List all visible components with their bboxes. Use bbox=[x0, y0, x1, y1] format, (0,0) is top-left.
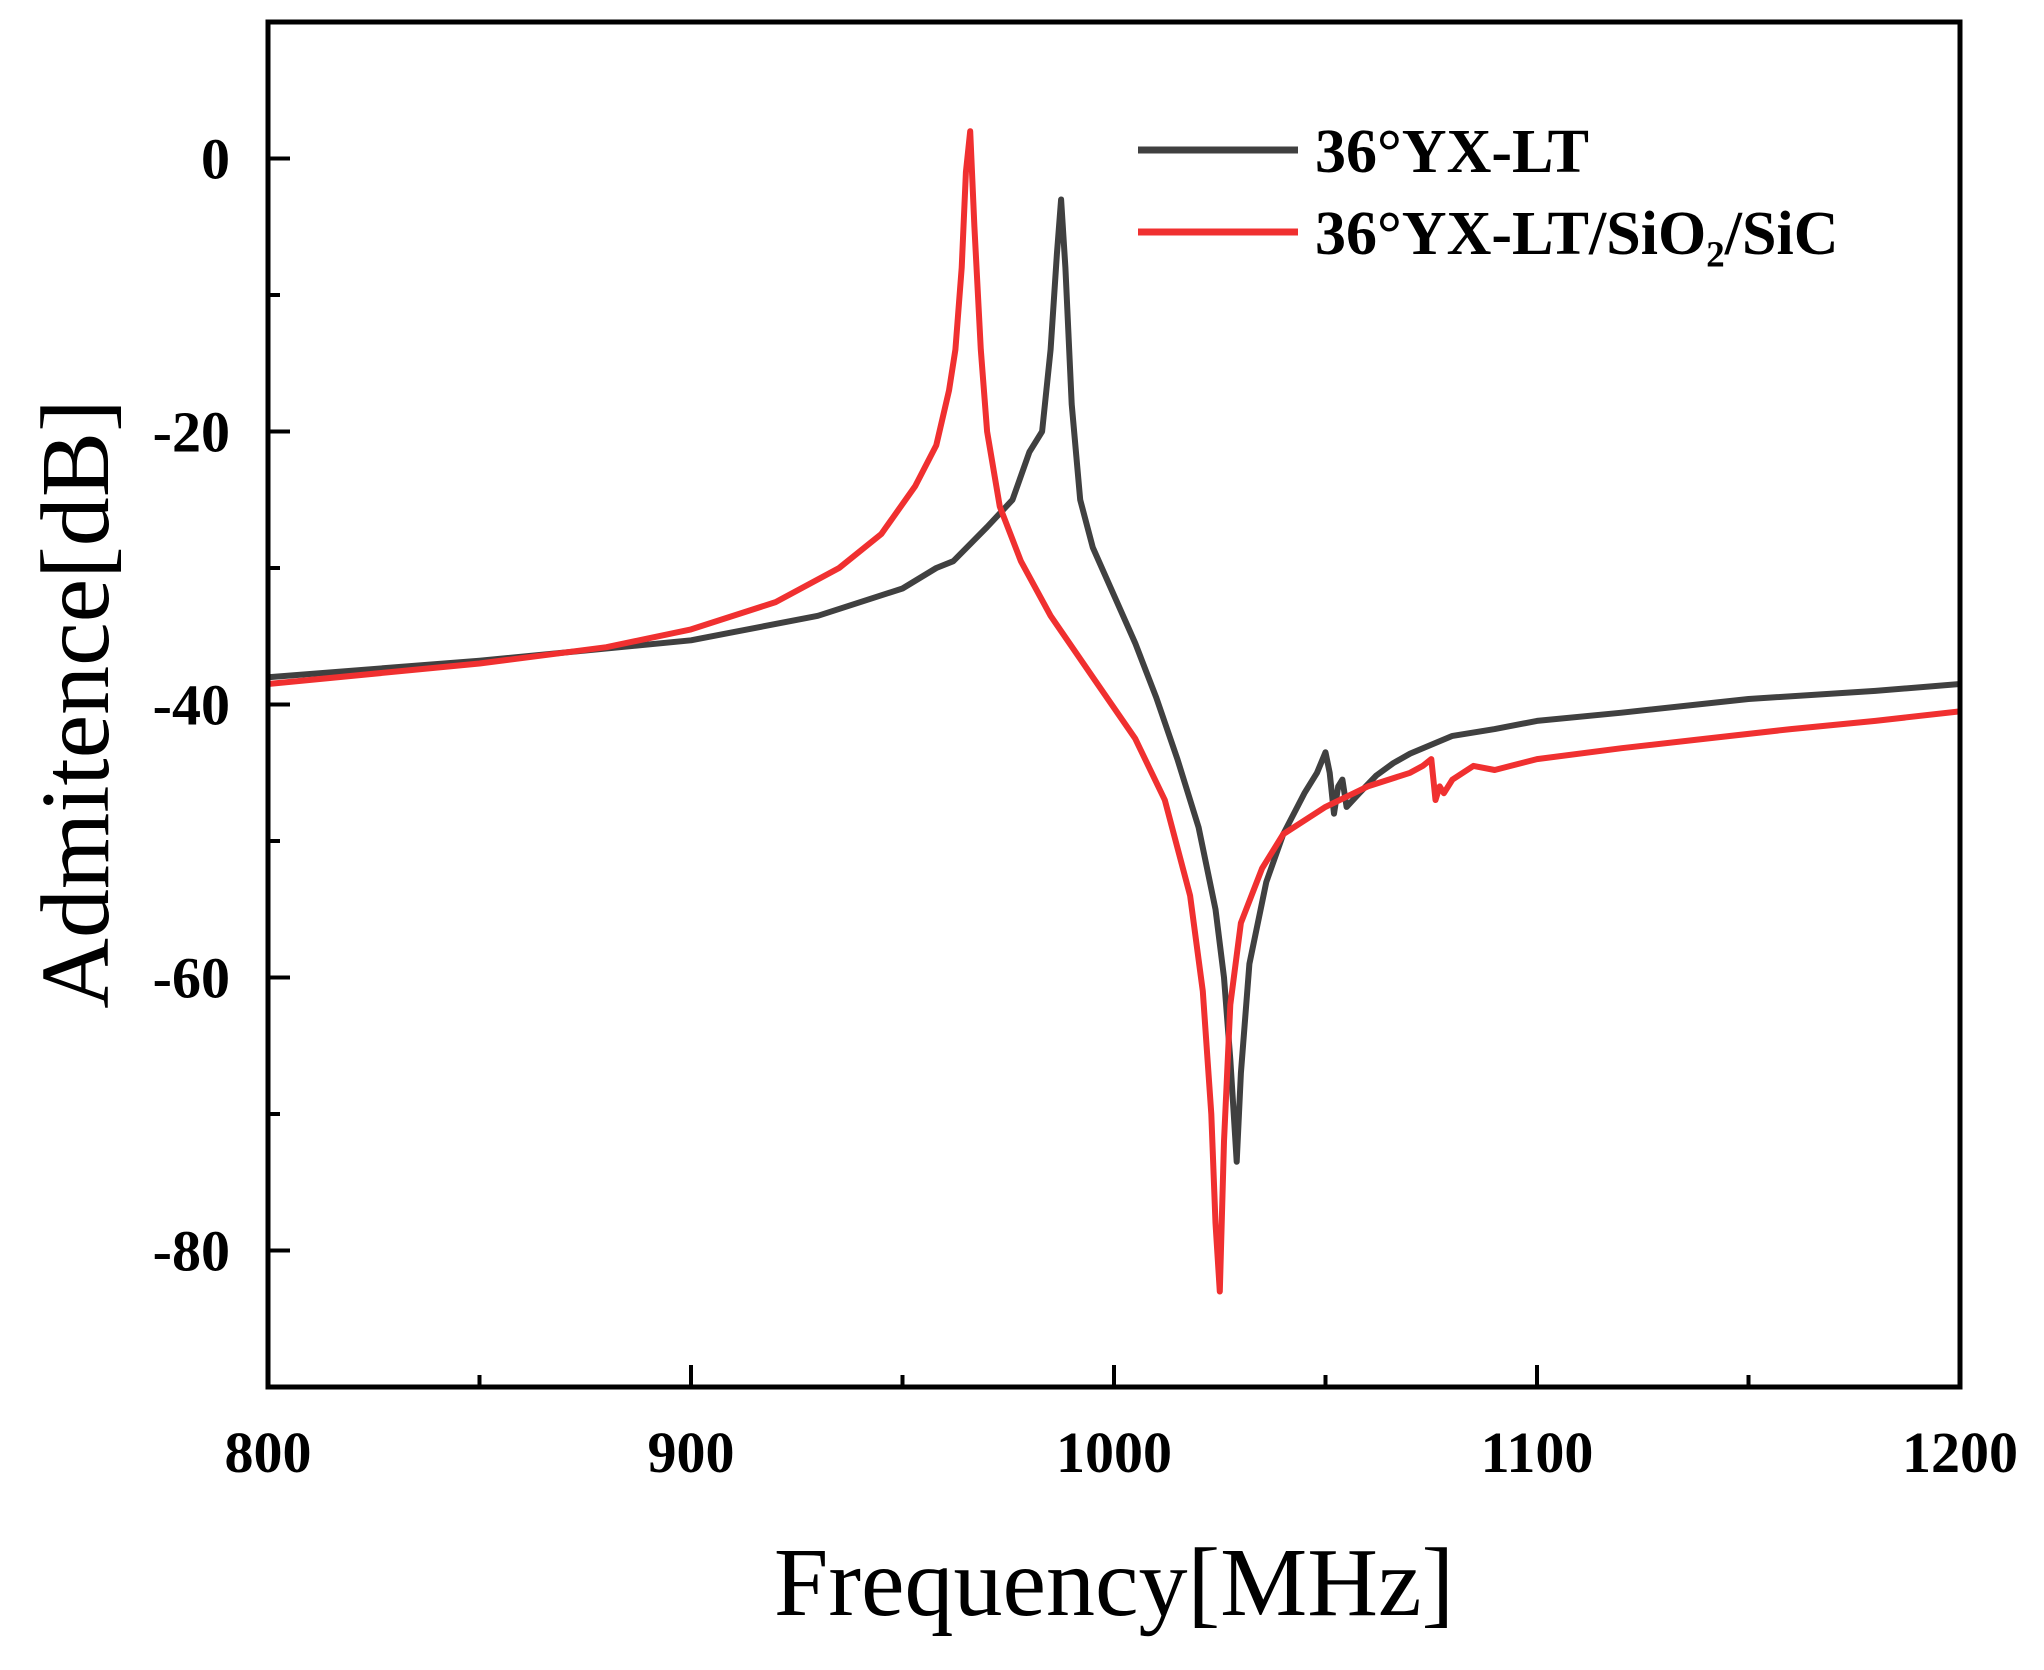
legend: 36°YX-LT 36°YX-LT/SiO₂/SiC bbox=[1138, 118, 1838, 268]
series-line-lt bbox=[268, 196, 1960, 1165]
legend-label-lt: 36°YX-LT bbox=[1315, 118, 1589, 186]
y-tick-label: -20 bbox=[153, 400, 230, 465]
y-tick-label: -80 bbox=[153, 1219, 230, 1284]
x-axis-title: Frequency[MHz] bbox=[774, 1529, 1454, 1637]
y-axis-title: Admitence[dB] bbox=[22, 399, 130, 1009]
y-tick-label: -60 bbox=[153, 946, 230, 1011]
x-tick-label: 900 bbox=[648, 1420, 735, 1485]
plot-frame bbox=[265, 19, 1963, 1390]
x-tick-label: 800 bbox=[225, 1420, 312, 1485]
y-tick-label: -40 bbox=[153, 673, 230, 738]
x-tick-label: 1100 bbox=[1481, 1420, 1594, 1485]
x-tick-label: 1200 bbox=[1902, 1420, 2018, 1485]
legend-label-lt-sio2-sic: 36°YX-LT/SiO₂/SiC bbox=[1315, 200, 1838, 268]
series-line-lt-sio2-sic bbox=[268, 128, 1960, 1295]
y-tick-label: 0 bbox=[201, 127, 230, 192]
x-tick-label: 1000 bbox=[1056, 1420, 1172, 1485]
